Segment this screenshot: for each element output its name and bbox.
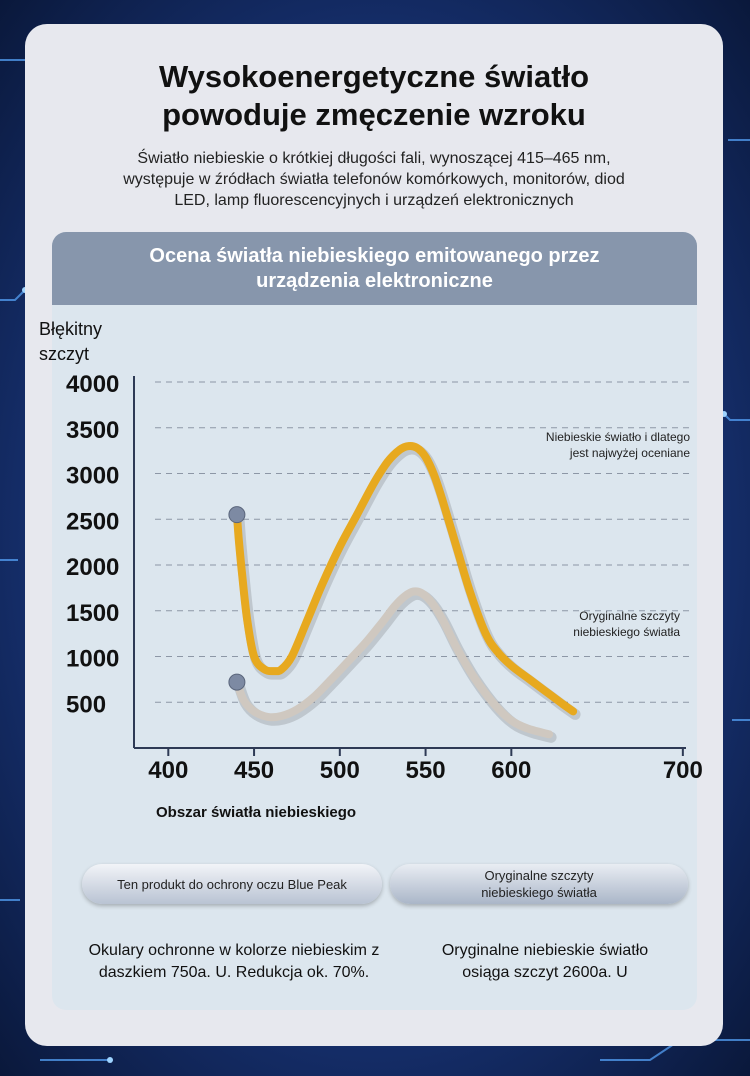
legend-protected-label: Ten produkt do ochrony oczu Blue Peak [117,876,347,892]
axes [133,376,686,756]
tick-labels: 500 1000 1500 2000 2500 3000 3500 4000 400 450 500… [66,371,703,784]
x-tick-400: 400 [148,757,188,784]
series-protected-product-line [232,587,554,739]
title-line-2: powoduje zmęczenie wzroku [162,97,586,132]
panel-heading: Ocena światła niebieskiego emitowanego p… [52,232,697,305]
x-tick-550: 550 [406,757,446,784]
series-original-peaks-line [232,441,578,716]
series [228,441,581,743]
annotation-top-line-2: jest najwyżej oceniane [569,446,690,460]
description-original: Oryginalne niebieskie światło osiąga szc… [414,940,676,984]
description-protected: Okulary ochronne w kolorze niebieskim z … [60,940,408,984]
y-tick-1000: 1000 [66,646,119,673]
legend-original-peaks: Oryginalne szczyty niebieskiego światła [390,864,688,904]
y-tick-2500: 2500 [66,508,119,535]
subtitle-line-2: występuje w źródłach światła telefonów k… [123,171,625,188]
y-tick-1500: 1500 [66,600,119,627]
description-protected-line-2: daszkiem 750a. U. Redukcja ok. 70%. [98,964,370,981]
y-tick-3000: 3000 [66,463,119,490]
annotation-middle-line-1: Oryginalne szczyty [579,609,680,623]
subtitle-line-1: Światło niebieskie o krótkiej długości f… [137,150,611,167]
panel-heading-line-2: urządzenia elektroniczne [256,269,493,292]
annotation-middle: Oryginalne szczyty niebieskiego światła [470,608,680,640]
description-protected-line-1: Okulary ochronne w kolorze niebieskim z [88,942,380,959]
page-subtitle: Światło niebieskie o krótkiej długości f… [65,148,683,211]
series-original-peaks-start-point [228,506,246,524]
x-tick-600: 600 [491,757,531,784]
annotation-top-line-1: Niebieskie światło i dlatego [545,430,690,444]
y-axis-label: Błękitny szczyt [39,317,102,367]
description-original-line-1: Oryginalne niebieskie światło [441,942,649,959]
y-tick-4000: 4000 [66,371,119,398]
y-tick-3500: 3500 [66,417,119,444]
x-tick-500: 500 [320,757,360,784]
legend-original-label-line-2: niebieskiego światła [481,885,597,900]
y-axis-label-line-1: Błękitny [39,319,103,339]
x-tick-450: 450 [234,757,274,784]
x-tick-700: 700 [663,757,703,784]
description-original-line-2: osiąga szczyt 2600a. U [462,964,628,981]
page-title: Wysokoenergetyczne światło powoduje zmęc… [25,58,723,134]
panel-heading-line-1: Ocena światła niebieskiego emitowanego p… [149,244,600,267]
y-tick-500: 500 [66,691,106,718]
x-axis-label: Obszar światła niebieskiego [156,804,357,821]
legend-protected-product: Ten produkt do ochrony oczu Blue Peak [82,864,382,904]
title-line-1: Wysokoenergetyczne światło [158,59,590,94]
legend-original-label-line-1: Oryginalne szczyty [484,868,594,883]
y-tick-2000: 2000 [66,554,119,581]
series-protected-product-start-point [228,673,246,691]
y-axis-label-line-2: szczyt [39,344,90,364]
annotation-middle-line-2: niebieskiego światła [573,625,680,639]
subtitle-line-3: LED, lamp fluorescencyjnych i urządzeń e… [174,192,574,209]
annotation-top: Niebieskie światło i dlatego jest najwyż… [470,429,690,461]
